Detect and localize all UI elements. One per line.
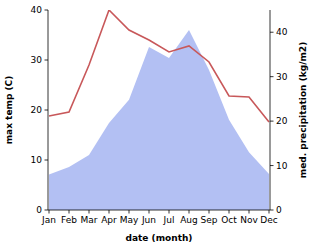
y-tick — [45, 110, 49, 111]
chart: 0 10 20 30 40 0 10 20 30 40 Jan Feb MarAprMayJun Jul A… — [0, 0, 318, 247]
y-tick — [45, 60, 49, 61]
label: Mar — [81, 215, 98, 225]
y-tick — [45, 10, 49, 11]
x-tick — [229, 210, 230, 214]
label: max temp (C) — [4, 76, 14, 145]
label: 20 — [31, 105, 43, 115]
x-tick — [249, 210, 250, 214]
label: Feb — [61, 215, 77, 225]
label: Jul — [163, 215, 175, 225]
y2-tick — [270, 76, 274, 77]
x-tick — [129, 210, 130, 214]
right-axis — [270, 10, 271, 210]
label: 10 — [31, 155, 43, 165]
label: Jan — [41, 215, 56, 225]
temp-line — [49, 10, 269, 122]
label: 40 — [276, 27, 288, 37]
label: May — [120, 215, 139, 225]
label: 0 — [36, 205, 42, 215]
x-tick — [169, 210, 170, 214]
label: med. precipitation (kg/m2) — [298, 42, 308, 178]
plot-area — [49, 10, 269, 210]
label: 10 — [276, 161, 288, 171]
label: Nov — [240, 215, 258, 225]
label: date (month) — [126, 233, 193, 243]
precip-area — [49, 30, 269, 210]
label: 30 — [276, 72, 288, 82]
label: 0 — [276, 205, 282, 215]
label: Aug — [180, 215, 198, 225]
label: Oct — [221, 215, 237, 225]
x-tick — [269, 210, 270, 214]
x-tick — [149, 210, 150, 214]
x-tick — [49, 210, 50, 214]
y-tick — [45, 160, 49, 161]
x-tick — [189, 210, 190, 214]
label: 20 — [276, 116, 288, 126]
x-tick — [109, 210, 110, 214]
label: Sep — [201, 215, 218, 225]
bottom-axis — [48, 210, 270, 211]
y-tick — [45, 210, 49, 211]
x-tick — [69, 210, 70, 214]
label: Apr — [101, 215, 117, 225]
x-tick — [89, 210, 90, 214]
label: Dec — [260, 215, 277, 225]
label: Jun — [141, 215, 156, 225]
label: 30 — [31, 55, 43, 65]
y2-tick — [270, 165, 274, 166]
label: 40 — [31, 5, 43, 15]
x-tick — [209, 210, 210, 214]
y2-tick — [270, 32, 274, 33]
y2-tick — [270, 210, 274, 211]
y2-tick — [270, 121, 274, 122]
